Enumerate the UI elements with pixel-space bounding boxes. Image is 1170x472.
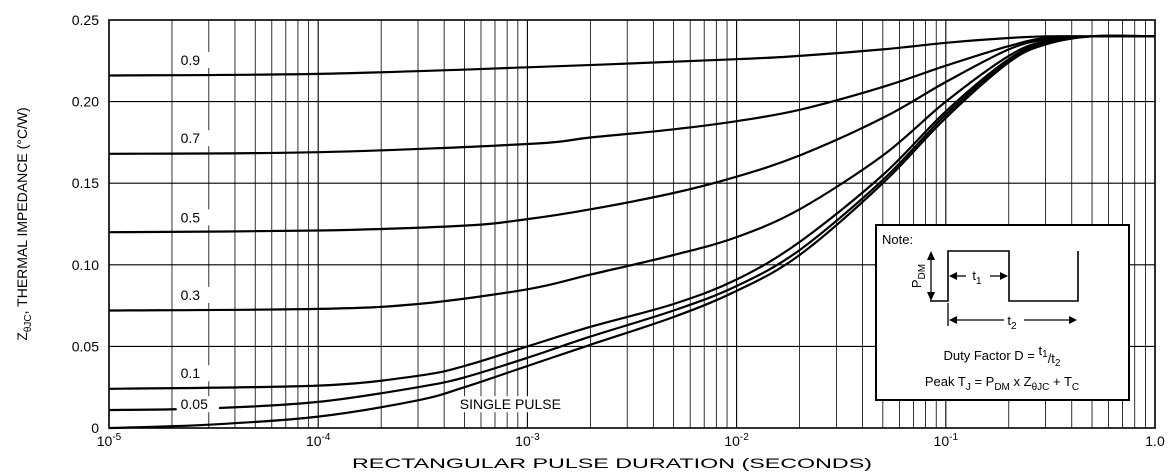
- series-line: [108, 34, 1156, 430]
- pulse-waveform: [930, 250, 1079, 302]
- series-label-bg: [455, 396, 567, 413]
- t2-arrow-head-right: [1069, 316, 1077, 324]
- y-tick-label: 0: [91, 420, 99, 436]
- peak-tj-7: C: [1072, 382, 1079, 393]
- series-line: [108, 35, 1156, 155]
- series-label: 0.7: [181, 130, 201, 146]
- peak-tj-5: θJC: [1032, 382, 1050, 393]
- x-tick-exp: -4: [322, 432, 331, 443]
- series-label-bg: [176, 209, 211, 226]
- t1-arrow-head-right: [1000, 272, 1008, 280]
- x-tick-exp: -3: [531, 432, 540, 443]
- series-label: SINGLE PULSE: [460, 396, 561, 412]
- y-tick-label: 0.10: [72, 257, 99, 273]
- t1-arrow-head-left: [949, 272, 957, 280]
- series-label: 0.5: [181, 209, 201, 225]
- pdm-label-sub: DM: [917, 264, 928, 280]
- y-tick-label: 0.25: [72, 12, 99, 28]
- y-tick-labels: 0 0.05 0.10 0.15 0.20 0.25: [72, 12, 99, 436]
- y-axis-title: ZθJC, THERMAL IMPEDANCE (°C/W): [14, 107, 34, 340]
- x-tick-label: 1.0: [1145, 433, 1165, 449]
- series-label-bg: [176, 51, 211, 68]
- x-tick-label: 10-2: [724, 432, 749, 449]
- x-tick-label: 10-3: [515, 432, 540, 449]
- x-tick-labels: 10-5 10-4 10-3 10-2 10-1 1.0: [97, 432, 1165, 449]
- peak-tj-text: Peak TJ = PDM x ZθJC + TC: [925, 374, 1079, 393]
- duty-factor-text: Duty Factor D = t1/t2: [944, 343, 1061, 369]
- y-axis-title-rest: , THERMAL IMPEDANCE (°C/W): [14, 107, 30, 314]
- series-label-bg: [176, 130, 211, 147]
- series-label: 0.1: [181, 365, 201, 381]
- series-line: [108, 34, 1156, 312]
- t2-arrow-head-left: [949, 316, 957, 324]
- duty-factor-num-sub: 1: [1042, 349, 1048, 360]
- pdm-arrow-head-bottom: [927, 292, 935, 301]
- t2-label-sub: 2: [1011, 321, 1017, 332]
- x-tick-exp: -1: [949, 432, 958, 443]
- duty-factor-num: t: [1039, 343, 1043, 358]
- y-axis-title-main: Z: [14, 332, 30, 341]
- y-tick-label: 0.20: [72, 94, 99, 110]
- pdm-arrow-head-top: [927, 251, 935, 260]
- series-line: [108, 34, 1156, 412]
- series-label: 0.9: [181, 52, 201, 68]
- peak-tj-2: = P: [971, 374, 995, 389]
- series-label-bg: [176, 396, 220, 413]
- x-tick-label: 10-5: [97, 432, 122, 449]
- plot-frame: [108, 19, 1156, 429]
- series-label: 0.05: [181, 396, 208, 412]
- x-tick-exp: -2: [740, 432, 749, 443]
- series-label-bg: [176, 365, 211, 382]
- series-line: [108, 34, 1156, 234]
- t2-label-main: t: [1007, 313, 1011, 328]
- note-border: [875, 224, 1130, 401]
- duty-factor-den-sub: 2: [1055, 358, 1061, 369]
- x-tick-base: 10: [934, 433, 950, 449]
- series-label: 0.3: [181, 287, 201, 303]
- x-tick-base: 10: [97, 433, 113, 449]
- y-tick-label: 0.15: [72, 175, 99, 191]
- note-title: Note:: [882, 232, 913, 247]
- x-tick-base: 1.0: [1145, 433, 1165, 449]
- t2-label: t2: [1007, 313, 1017, 332]
- series-line: [108, 35, 1155, 77]
- note-box: Note: PDM t1 t2 Duty Factor D = t1/t2 Pe…: [875, 224, 1130, 401]
- y-tick-label: 0.05: [72, 338, 99, 354]
- x-axis-title: RECTANGULAR PULSE DURATION (SECONDS): [352, 455, 872, 471]
- pdm-label-main: P: [909, 279, 924, 288]
- peak-tj-3: DM: [994, 382, 1010, 393]
- x-tick-exp: -5: [112, 432, 121, 443]
- duty-factor-prefix: Duty Factor D =: [944, 348, 1039, 363]
- t1-label-sub: 1: [976, 276, 982, 287]
- t1-label: t1: [972, 268, 982, 287]
- x-tick-base: 10: [306, 433, 322, 449]
- x-tick-label: 10-4: [306, 432, 331, 449]
- curves: [108, 34, 1156, 430]
- series-label-bg: [176, 286, 211, 303]
- peak-tj-1: J: [966, 382, 971, 393]
- peak-tj-0: Peak T: [925, 374, 966, 389]
- duty-factor-den: /t: [1048, 351, 1056, 366]
- t1-label-main: t: [972, 268, 976, 283]
- peak-tj-6: + T: [1049, 374, 1072, 389]
- pdm-label: PDM: [909, 264, 928, 288]
- y-axis-title-sub: θJC: [23, 314, 34, 332]
- x-tick-label: 10-1: [934, 432, 959, 449]
- peak-tj-4: x Z: [1010, 374, 1032, 389]
- x-tick-base: 10: [724, 433, 740, 449]
- curve-labels: 0.9 0.7 0.5 0.3 0.1 0.05 SINGLE PULSE: [176, 51, 567, 413]
- x-tick-base: 10: [515, 433, 531, 449]
